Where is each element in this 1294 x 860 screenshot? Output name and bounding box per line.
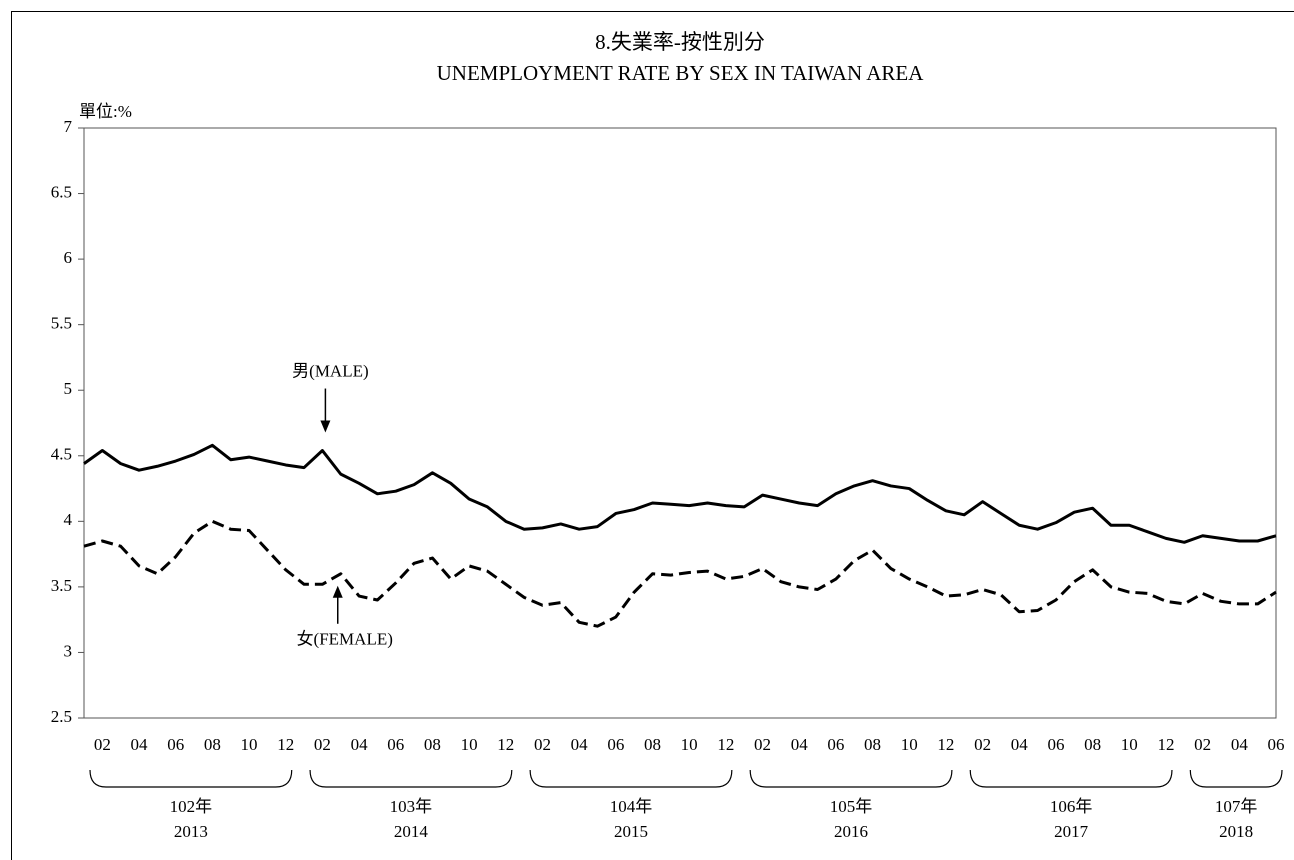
y-tick-label: 3 xyxy=(64,641,73,660)
y-tick-label: 2.5 xyxy=(51,707,72,726)
y-tick-label: 4.5 xyxy=(51,445,72,464)
x-tick-label: 04 xyxy=(791,735,809,754)
x-tick-label: 12 xyxy=(937,735,954,754)
year-label-ad: 2013 xyxy=(174,822,208,841)
x-tick-label: 08 xyxy=(644,735,661,754)
x-tick-label: 12 xyxy=(497,735,514,754)
y-tick-label: 7 xyxy=(64,117,73,136)
series-line xyxy=(83,519,1277,628)
year-brace xyxy=(1189,769,1283,788)
y-tick-label: 5 xyxy=(64,379,73,398)
x-tick-label: 04 xyxy=(571,735,589,754)
year-label-ad: 2015 xyxy=(614,822,648,841)
annotation-arrowhead xyxy=(332,585,343,598)
year-brace xyxy=(89,769,293,788)
frame xyxy=(11,11,1294,860)
x-tick-label: 12 xyxy=(1157,735,1174,754)
x-tick-label: 06 xyxy=(167,735,184,754)
x-tick-label: 08 xyxy=(864,735,881,754)
x-tick-label: 04 xyxy=(131,735,149,754)
year-brace xyxy=(749,769,953,788)
year-label-ad: 2018 xyxy=(1219,822,1253,841)
x-tick-label: 02 xyxy=(974,735,991,754)
year-label-ad: 2014 xyxy=(394,822,429,841)
x-tick-label: 02 xyxy=(94,735,111,754)
series-line xyxy=(83,443,1277,544)
x-tick-label: 02 xyxy=(1194,735,1211,754)
year-label: 107年 xyxy=(1215,797,1258,816)
y-tick-label: 6.5 xyxy=(51,182,72,201)
series-annotation: 男(MALE) xyxy=(292,361,368,380)
y-tick-label: 5.5 xyxy=(51,314,72,333)
x-tick-label: 02 xyxy=(754,735,771,754)
x-tick-label: 06 xyxy=(387,735,404,754)
year-label: 106年 xyxy=(1050,797,1093,816)
year-label: 103年 xyxy=(390,797,433,816)
annotation-arrowhead xyxy=(320,420,331,433)
x-tick-label: 02 xyxy=(314,735,331,754)
series-annotation: 女(FEMALE) xyxy=(297,630,393,649)
x-tick-label: 08 xyxy=(1084,735,1101,754)
year-label-ad: 2017 xyxy=(1054,822,1089,841)
year-label: 102年 xyxy=(170,797,213,816)
x-tick-label: 04 xyxy=(1011,735,1029,754)
x-tick-label: 02 xyxy=(534,735,551,754)
y-tick-label: 3.5 xyxy=(51,576,72,595)
chart-subtitle: UNEMPLOYMENT RATE BY SEX IN TAIWAN AREA xyxy=(437,61,925,85)
y-tick-label: 4 xyxy=(64,510,73,529)
x-tick-label: 10 xyxy=(461,735,478,754)
x-tick-label: 04 xyxy=(1231,735,1249,754)
x-tick-label: 10 xyxy=(681,735,698,754)
x-tick-label: 12 xyxy=(717,735,734,754)
year-brace xyxy=(529,769,733,788)
plot-area xyxy=(83,127,1277,719)
x-tick-label: 06 xyxy=(827,735,844,754)
y-unit: 單位:% xyxy=(79,102,132,121)
x-tick-label: 06 xyxy=(1268,735,1285,754)
x-tick-label: 08 xyxy=(424,735,441,754)
x-tick-label: 04 xyxy=(351,735,369,754)
x-tick-label: 10 xyxy=(1121,735,1138,754)
year-brace xyxy=(309,769,513,788)
x-tick-label: 10 xyxy=(241,735,258,754)
x-tick-label: 12 xyxy=(277,735,294,754)
year-label-ad: 2016 xyxy=(834,822,868,841)
x-tick-label: 08 xyxy=(204,735,221,754)
x-tick-label: 06 xyxy=(1047,735,1064,754)
chart-title: 8.失業率-按性別分 xyxy=(595,30,765,54)
x-tick-label: 06 xyxy=(607,735,624,754)
year-label: 104年 xyxy=(610,797,653,816)
x-tick-label: 10 xyxy=(901,735,918,754)
y-tick-label: 6 xyxy=(64,248,73,267)
year-brace xyxy=(969,769,1173,788)
year-label: 105年 xyxy=(830,797,873,816)
